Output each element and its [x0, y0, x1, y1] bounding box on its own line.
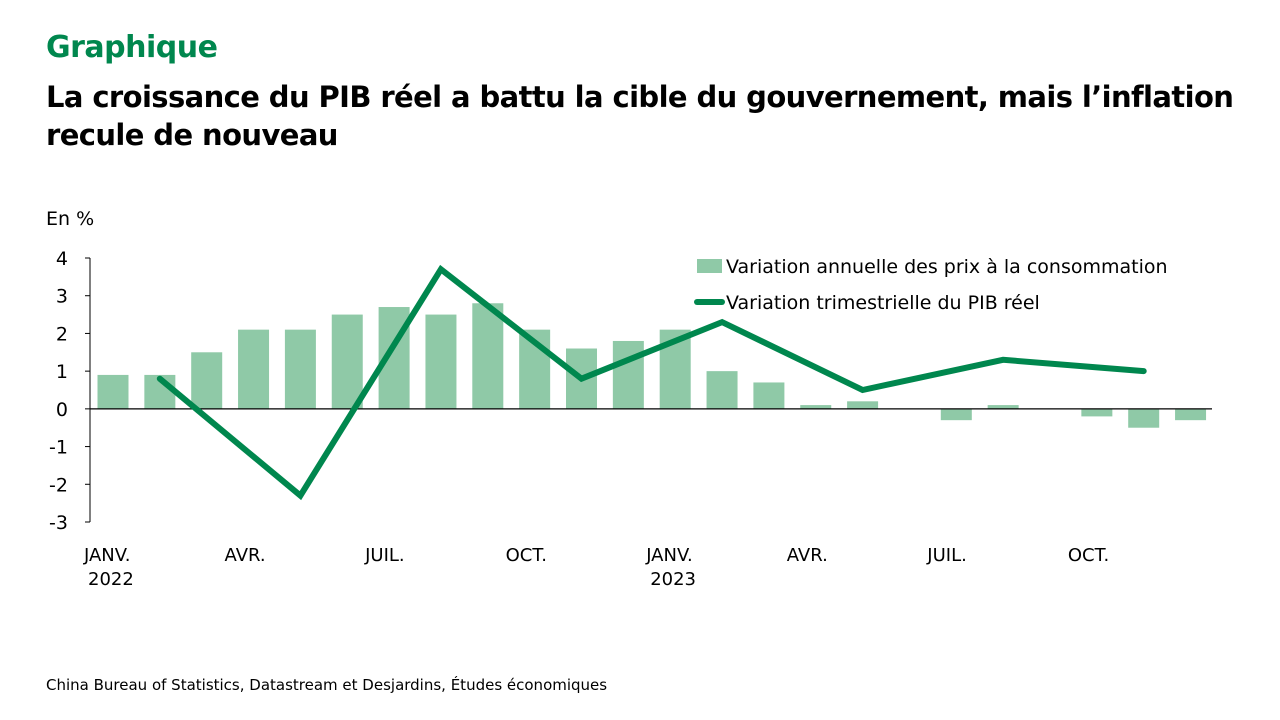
y-tick-label: 3	[56, 286, 68, 308]
bar-2022-12	[612, 340, 644, 409]
chart-kicker: Graphique	[46, 30, 218, 65]
bar-2023-02	[706, 371, 738, 409]
legend-label-line: Variation trimestrielle du PIB réel	[726, 292, 1040, 314]
y-tick-label: -3	[49, 512, 68, 534]
bar-2023-10	[1081, 408, 1113, 417]
bar-2023-03	[753, 382, 785, 409]
bar-2023-07	[940, 408, 972, 421]
x-tick-label: AVR.	[787, 545, 828, 566]
legend-swatch-bar	[697, 259, 722, 273]
bar-2023-11	[1128, 408, 1160, 428]
x-tick-label: JUIL.	[364, 545, 405, 566]
bar-2022-04	[238, 329, 270, 409]
bar-2023-08	[987, 405, 1019, 409]
bar-2022-09	[472, 303, 504, 409]
y-tick-label: 0	[56, 399, 68, 421]
legend-label-bar: Variation annuelle des prix à la consomm…	[726, 256, 1168, 278]
chart-title: La croissance du PIB réel a battu la cib…	[46, 80, 1234, 152]
y-tick-label: -1	[49, 437, 68, 459]
bar-2022-06	[331, 314, 363, 409]
x-tick-label-year: 2022	[88, 569, 134, 590]
x-tick-label: OCT.	[1068, 545, 1109, 566]
bar-2022-05	[284, 329, 316, 409]
y-tick-label: 1	[56, 361, 68, 383]
source-note: China Bureau of Statistics, Datastream e…	[46, 676, 608, 694]
bar-2022-01	[97, 374, 129, 409]
line-series-pib	[156, 264, 1147, 501]
y-tick-label: 2	[56, 323, 68, 345]
bar-2023-12	[1175, 408, 1207, 421]
bar-2022-03	[191, 352, 223, 409]
y-axis-label: En %	[46, 208, 95, 230]
y-tick-label: 4	[56, 248, 68, 270]
bar-2022-08	[425, 314, 457, 409]
x-tick-label: JUIL.	[926, 545, 967, 566]
bar-2023-04	[800, 405, 832, 409]
x-tick-label-year: 2023	[650, 569, 696, 590]
bar-2023-05	[847, 401, 879, 409]
x-tick-label: JANV.	[645, 545, 693, 566]
x-tick-label: AVR.	[225, 545, 266, 566]
x-tick-label: JANV.	[83, 545, 131, 566]
y-tick-label: -2	[49, 474, 68, 496]
x-tick-label: OCT.	[506, 545, 547, 566]
